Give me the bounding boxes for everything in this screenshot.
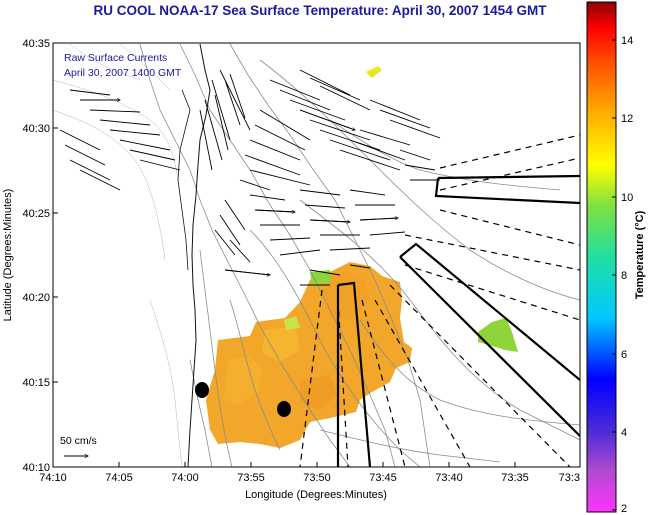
station-dot: [195, 382, 209, 398]
colorbar-tick-label: 4: [621, 427, 627, 439]
x-tick-label: 74:05: [105, 472, 133, 484]
y-tick-label: 40:15: [22, 377, 50, 389]
wedge-outlines: [336, 174, 580, 467]
x-ticks: 74:10 74:05 74:00 73:55 73:50 73:45 73:4…: [39, 462, 580, 484]
colorbar-tick-label: 8: [621, 270, 627, 282]
y-tick-label: 40:25: [22, 208, 50, 220]
colorbar-tick-label: 10: [621, 192, 633, 204]
y-tick-label: 40:30: [22, 123, 50, 135]
colorbar-label: Temperature (°C): [634, 210, 646, 299]
y-axis-label: Latitude (Degrees:Minutes): [2, 189, 14, 322]
annotation-line2: April 30, 2007 1400 GMT: [64, 67, 182, 79]
x-tick-label: 73:55: [237, 472, 265, 484]
y-tick-label: 40:35: [22, 38, 50, 50]
x-tick-label: 73:35: [501, 472, 529, 484]
station-dot: [277, 401, 291, 417]
x-tick-label: 73:40: [435, 472, 463, 484]
y-ticks: 40:35 40:30 40:25 40:20 40:15 40:10: [22, 38, 58, 474]
colorbar-tick-label: 2: [621, 503, 627, 515]
x-axis-label: Longitude (Degrees:Minutes): [245, 489, 387, 501]
y-tick-label: 40:20: [22, 292, 50, 304]
x-tick-label: 73:50: [303, 472, 331, 484]
colorbar-tick-label: 12: [621, 113, 633, 125]
bathymetry-contours: [139, 43, 580, 467]
annotation-line1: Raw Surface Currents: [64, 52, 167, 64]
colorbar: [586, 1, 617, 513]
land-shading: [53, 43, 183, 467]
y-tick-label: 40:10: [22, 462, 50, 474]
coastline: [187, 43, 211, 467]
x-tick-label: 74:10: [39, 472, 67, 484]
x-tick-label: 74:00: [171, 472, 199, 484]
colorbar-tick-label: 6: [621, 349, 627, 361]
x-tick-label: 73:3: [559, 472, 580, 484]
scale-label: 50 cm/s: [60, 435, 97, 447]
sst-small-patch: [366, 66, 382, 78]
colorbar-tick-label: 14: [621, 35, 633, 47]
colorbar-ticks: 14 12 10 8 6 4 2: [612, 35, 633, 515]
vector-arrowheads: [80, 100, 398, 275]
inlet-shore: [177, 89, 191, 271]
page-title: RU COOL NOAA-17 Sea Surface Temperature:…: [93, 3, 547, 18]
x-tick-label: 73:45: [369, 472, 397, 484]
sst-warm-patch: [206, 262, 412, 448]
dashed-transects: [299, 134, 580, 467]
